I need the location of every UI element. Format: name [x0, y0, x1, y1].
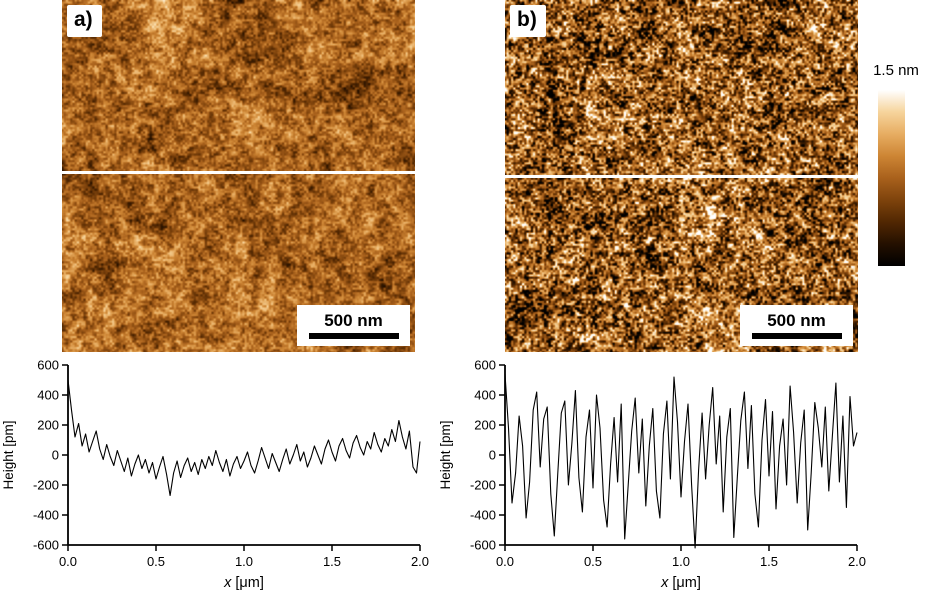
y-tick-label: -200	[470, 478, 496, 493]
afm-panel-b: b) 500 nm	[505, 0, 858, 352]
y-tick-label: -400	[470, 508, 496, 523]
y-tick-label: -600	[470, 538, 496, 553]
y-tick-label: -200	[33, 478, 59, 493]
panel-label-b: b)	[510, 5, 546, 37]
scale-bar-a: 500 nm	[297, 305, 410, 346]
y-tick-label: 600	[37, 358, 59, 373]
y-axis-label: Height [pm]	[438, 420, 453, 489]
afm-panel-a: a) 500 nm	[62, 0, 415, 352]
scale-bar-label-b: 500 nm	[767, 311, 826, 331]
y-tick-label: 200	[37, 418, 59, 433]
y-tick-label: 400	[37, 388, 59, 403]
x-tick-label: 1.0	[235, 554, 253, 569]
colorbar-gradient	[878, 90, 905, 266]
profile-line	[67, 379, 421, 497]
cross-section-line-b	[505, 175, 858, 178]
y-axis-label: Height [pm]	[1, 420, 16, 489]
x-tick-label: 1.5	[323, 554, 341, 569]
scale-bar-label-a: 500 nm	[324, 311, 383, 331]
colorbar-max-label: 1.5 nm	[873, 62, 919, 79]
scale-bar-b: 500 nm	[740, 305, 853, 346]
y-tick-label: 0	[52, 448, 59, 463]
y-tick-label: -600	[33, 538, 59, 553]
scale-bar-line-a	[308, 332, 399, 339]
y-tick-label: 400	[474, 388, 496, 403]
panel-label-a: a)	[67, 5, 102, 37]
x-tick-label: 1.5	[760, 554, 778, 569]
cross-section-line-a	[62, 171, 415, 174]
x-tick-label: 0.5	[147, 554, 165, 569]
x-tick-label: 0.0	[496, 554, 514, 569]
y-tick-label: -400	[33, 508, 59, 523]
y-tick-label: 600	[474, 358, 496, 373]
x-tick-label: 2.0	[411, 554, 429, 569]
x-axis-label: x [μm]	[660, 575, 701, 591]
x-tick-label: 2.0	[848, 554, 866, 569]
y-tick-label: 200	[474, 418, 496, 433]
x-tick-label: 0.5	[584, 554, 602, 569]
x-tick-label: 0.0	[59, 554, 77, 569]
scale-bar-line-b	[751, 332, 842, 339]
profile-line	[504, 373, 858, 549]
x-tick-label: 1.0	[672, 554, 690, 569]
afm-image-a	[62, 0, 415, 352]
y-tick-label: 0	[489, 448, 496, 463]
x-axis-label: x [μm]	[223, 575, 264, 591]
